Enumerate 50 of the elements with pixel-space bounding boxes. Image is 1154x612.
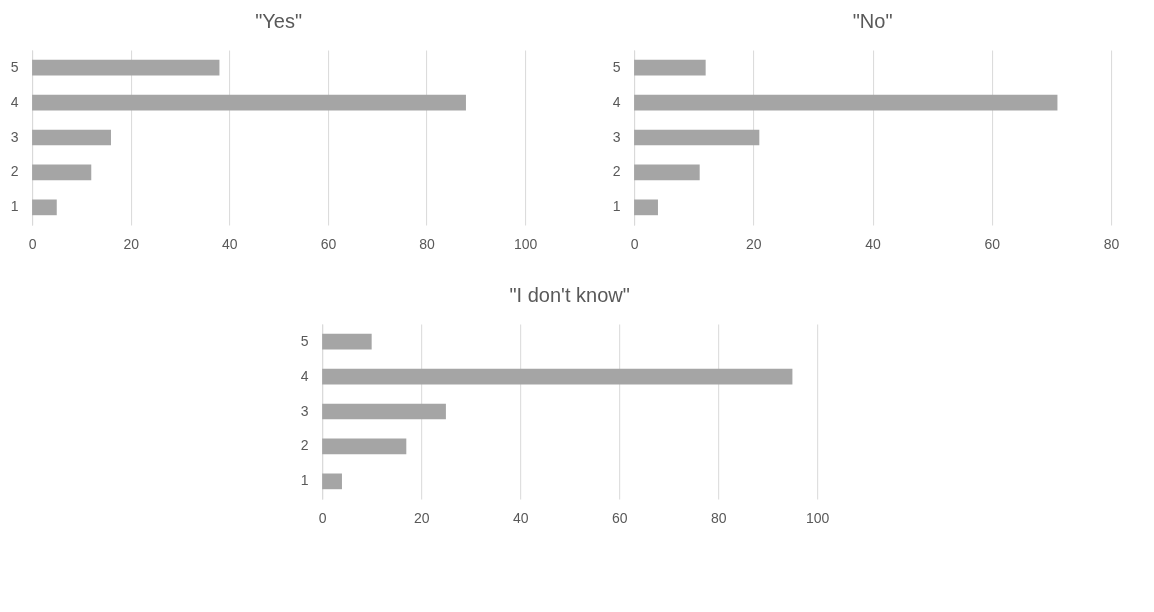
y-tick-label: 4 bbox=[10, 93, 19, 110]
x-tick-label: 20 bbox=[123, 235, 140, 252]
y-tick-label: 5 bbox=[612, 58, 621, 75]
bar bbox=[32, 59, 220, 76]
x-tick-label: 60 bbox=[320, 235, 337, 252]
bar bbox=[634, 94, 1058, 111]
bar bbox=[634, 164, 700, 181]
y-tick-label: 5 bbox=[10, 58, 19, 75]
chart-title: "No" bbox=[852, 10, 893, 32]
y-tick-label: 1 bbox=[612, 198, 621, 215]
x-tick-label: 20 bbox=[413, 509, 430, 526]
bar bbox=[634, 129, 760, 146]
x-tick-label: 60 bbox=[611, 509, 628, 526]
chart-title: "Yes" bbox=[255, 10, 303, 32]
bar bbox=[322, 403, 446, 420]
bar bbox=[322, 473, 342, 490]
x-tick-label: 40 bbox=[512, 509, 529, 526]
x-tick-label: 0 bbox=[630, 235, 639, 252]
y-tick-label: 3 bbox=[612, 128, 621, 145]
y-tick-label: 2 bbox=[10, 163, 19, 180]
x-tick-label: 100 bbox=[513, 235, 538, 252]
x-tick-label: 80 bbox=[1103, 235, 1120, 252]
bar bbox=[32, 199, 57, 216]
x-tick-label: 40 bbox=[865, 235, 882, 252]
bar bbox=[322, 333, 372, 350]
y-tick-label: 5 bbox=[300, 332, 309, 349]
y-tick-label: 3 bbox=[300, 402, 309, 419]
bar bbox=[32, 164, 92, 181]
x-tick-label: 80 bbox=[419, 235, 435, 252]
y-tick-label: 4 bbox=[300, 367, 309, 384]
x-tick-label: 60 bbox=[984, 235, 1001, 252]
x-tick-label: 0 bbox=[28, 235, 37, 252]
y-tick-label: 3 bbox=[10, 128, 19, 145]
x-tick-label: 40 bbox=[222, 235, 238, 252]
y-tick-label: 2 bbox=[300, 437, 309, 454]
x-tick-label: 100 bbox=[805, 509, 830, 526]
y-tick-label: 1 bbox=[300, 472, 309, 489]
bar bbox=[32, 94, 466, 111]
y-tick-label: 2 bbox=[612, 163, 621, 180]
x-tick-label: 20 bbox=[746, 235, 762, 252]
y-tick-label: 1 bbox=[10, 198, 19, 215]
y-tick-label: 4 bbox=[612, 93, 621, 110]
bar bbox=[634, 59, 706, 76]
bar bbox=[634, 199, 658, 216]
chart-title: "I don't know" bbox=[509, 284, 630, 306]
bar bbox=[322, 438, 407, 455]
x-tick-label: 0 bbox=[318, 509, 327, 526]
x-tick-label: 80 bbox=[710, 509, 727, 526]
bar bbox=[32, 129, 111, 146]
bar bbox=[322, 368, 793, 385]
